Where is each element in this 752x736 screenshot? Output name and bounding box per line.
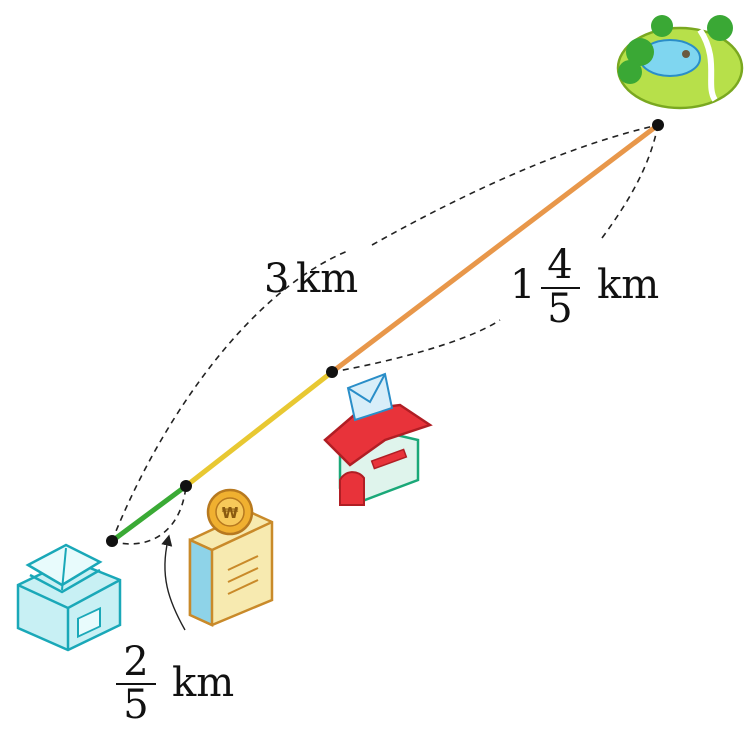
arrow-left-segment <box>161 534 186 631</box>
brace-total-3km <box>111 249 351 542</box>
point-library <box>106 535 118 547</box>
label-total-unit: km <box>296 256 358 302</box>
route-segment-orange <box>329 122 661 375</box>
label-left-segment: 2 5 km <box>116 639 234 728</box>
post-office-icon <box>323 372 433 506</box>
label-left-unit: km <box>172 660 234 706</box>
brace-left-segment <box>111 485 187 545</box>
point-post-office <box>326 366 338 378</box>
label-right-unit: km <box>597 262 659 308</box>
label-right-denominator: 5 <box>547 286 572 332</box>
brace-right-segment-upper <box>601 124 659 239</box>
library-icon <box>16 543 122 652</box>
label-left-numerator: 2 <box>123 639 148 685</box>
label-right-segment: 1 4 5 km <box>510 242 659 332</box>
label-total-number: 3 <box>264 256 289 302</box>
route-segment-yellow <box>183 369 335 489</box>
svg-text:₩: ₩ <box>222 504 239 522</box>
label-total-distance: 3 km <box>264 256 358 302</box>
label-left-denominator: 5 <box>123 682 148 728</box>
brace-right-segment <box>331 319 501 373</box>
brace-total-3km-upper <box>371 124 659 246</box>
label-right-whole: 1 <box>510 262 535 308</box>
bank-icon: ₩ <box>188 488 274 627</box>
route-segment-green <box>109 483 189 544</box>
point-park <box>652 119 664 131</box>
park-icon <box>616 15 744 110</box>
label-right-numerator: 4 <box>547 242 572 288</box>
point-bank <box>180 480 192 492</box>
